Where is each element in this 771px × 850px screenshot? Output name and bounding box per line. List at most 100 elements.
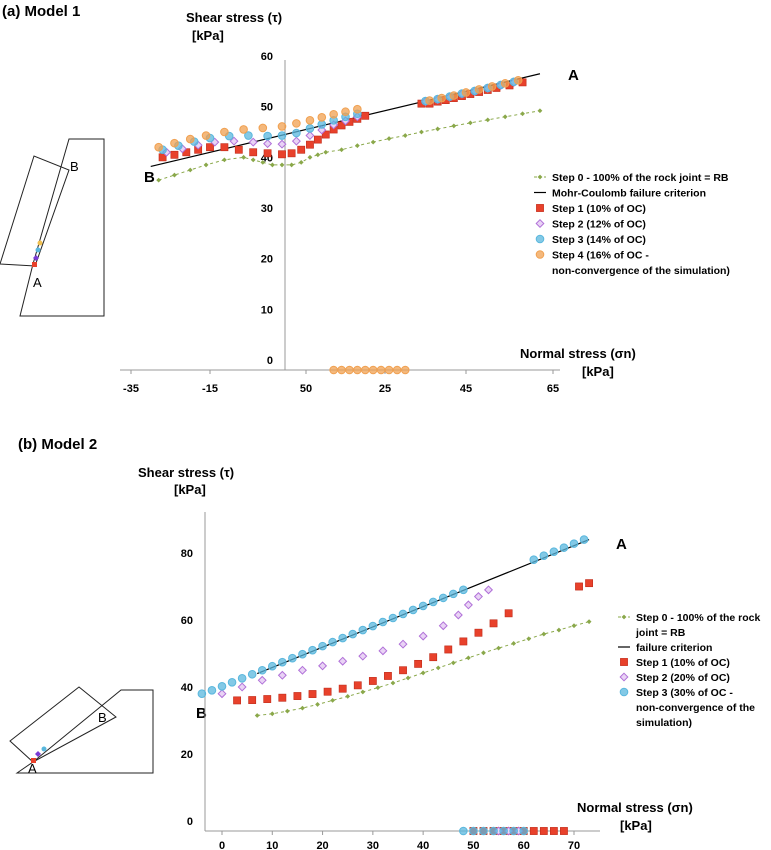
panel-b-point: [368, 621, 378, 631]
panel-b-point: [539, 551, 549, 560]
panel-a-x-tick-label: -15: [202, 383, 218, 395]
panel-b-series-3: [217, 585, 524, 836]
panel-b-point: [418, 601, 428, 611]
panel-a-point: [277, 122, 287, 131]
panel-b-point: [247, 669, 257, 679]
panel-a-point: [339, 147, 344, 153]
panel-b-series-4: [197, 535, 589, 836]
panel-a-point: [305, 131, 315, 141]
panel-a-point: [241, 154, 246, 160]
panel-b-point: [519, 826, 529, 836]
panel-b-point: [278, 693, 287, 702]
panel-a-legend: Step 0 - 100% of the rock joint = RB Mohr…: [534, 172, 730, 277]
panel-a-y-tick-label: 0: [267, 355, 273, 367]
panel-b-point: [227, 678, 237, 687]
panel-b-point: [435, 665, 441, 671]
panel-b-point: [511, 641, 517, 646]
panel-b-point: [358, 651, 368, 661]
panel-a-point: [392, 365, 402, 375]
panel-a-point: [353, 104, 362, 114]
panel-b-point: [278, 657, 287, 667]
panel-b-x-tick-label: 30: [367, 840, 379, 850]
panel-a-point: [249, 148, 258, 157]
panel-b-sketch-marker-purple: [35, 751, 41, 757]
panel-b-legend-label: Step 3 (30% of OC -: [636, 687, 733, 699]
panel-b-point: [526, 636, 532, 642]
panel-b-legend-swatch: [619, 672, 629, 682]
panel-b-y-tick-label: 80: [181, 548, 193, 560]
panel-a-point: [513, 76, 523, 85]
panel-b-point: [330, 698, 336, 703]
panel-a-point: [323, 149, 329, 155]
panel-a-point: [297, 145, 306, 154]
panel-a-point: [277, 131, 287, 140]
panel-b-point: [390, 680, 396, 686]
panel-a-point: [485, 117, 491, 123]
panel-a-y-tick-label: 50: [261, 102, 273, 114]
panel-b-point: [375, 685, 381, 691]
panel-a-legend-label: Step 0 - 100% of the rock joint = RB: [552, 172, 729, 184]
panel-b-point: [293, 692, 302, 700]
panel-b-point: [529, 555, 539, 565]
panel-a-x-tick-label: 65: [547, 383, 559, 395]
panel-b-point: [360, 689, 366, 695]
panel-b-legend-label: simulation): [636, 717, 692, 729]
panel-a-point: [170, 150, 179, 159]
panel-a-sketch-label-a: A: [33, 275, 42, 290]
panel-a-legend-label: Step 4 (16% of OC -: [552, 250, 649, 262]
panel-a-point: [315, 152, 321, 158]
panel-b-legend-label: Step 2 (20% of OC): [636, 672, 730, 684]
panel-a-point: [263, 139, 273, 149]
panel-b-legend-swatch-marker: [621, 614, 627, 620]
panel-b-x-tick-label: 0: [219, 840, 225, 850]
panel-b-point: [298, 649, 307, 659]
panel-a-point: [500, 79, 510, 88]
panel-b-point: [248, 696, 257, 704]
panel-b-point: [345, 693, 351, 699]
panel-b-point: [504, 609, 513, 618]
panel-a-x-tick-label: 45: [460, 383, 472, 395]
panel-a-point: [306, 140, 314, 149]
panel-b-point: [450, 660, 456, 666]
panel-b-point: [420, 670, 426, 676]
panel-a-point: [321, 130, 330, 139]
panel-a-point: [305, 116, 315, 125]
panel-a-point: [270, 162, 275, 168]
panel-a-y-tick-label: 30: [261, 203, 273, 215]
panel-b-point: [469, 826, 478, 836]
panel-a-x-tick-label: 50: [300, 383, 312, 395]
panel-b-point: [269, 711, 275, 717]
panel-a-point: [291, 136, 301, 146]
panel-b-point: [233, 696, 241, 705]
panel-b-point: [560, 827, 568, 835]
panel-b-legend-swatch: [619, 687, 629, 697]
panel-a-legend-swatch: [535, 234, 545, 244]
panel-a-end-label-a: A: [568, 67, 579, 84]
panel-a-point: [203, 162, 209, 168]
panel-a-point: [222, 157, 227, 163]
panel-b-point: [378, 617, 388, 627]
panel-b-point: [489, 826, 498, 836]
panel-a-legend-swatch: [536, 204, 544, 212]
panel-b-point: [549, 547, 559, 556]
panel-a-point: [461, 88, 471, 97]
panel-a-label: (a) Model 1: [2, 3, 80, 20]
panel-b-point: [496, 645, 501, 651]
panel-b-legend-label: Step 1 (10% of OC): [636, 657, 730, 669]
panel-a-point: [239, 125, 248, 134]
panel-a-point: [260, 160, 266, 165]
panel-a-point: [278, 150, 286, 159]
panel-a-sketch-marker-red: [32, 262, 37, 267]
panel-a-point: [337, 121, 346, 130]
panel-b-sketch-marker-red: [31, 758, 36, 763]
panel-a-point: [329, 109, 338, 119]
panel-b-point: [368, 677, 377, 685]
panel-a-point: [449, 91, 459, 100]
panel-a-point: [360, 365, 370, 375]
panel-b-ylabel-unit: [kPa]: [174, 482, 206, 497]
panel-b-point: [338, 633, 347, 643]
panel-b-point: [277, 670, 287, 680]
panel-b-xlabel-unit: [kPa]: [620, 818, 652, 833]
panel-b-point: [398, 639, 408, 649]
panel-b-point: [459, 637, 468, 646]
